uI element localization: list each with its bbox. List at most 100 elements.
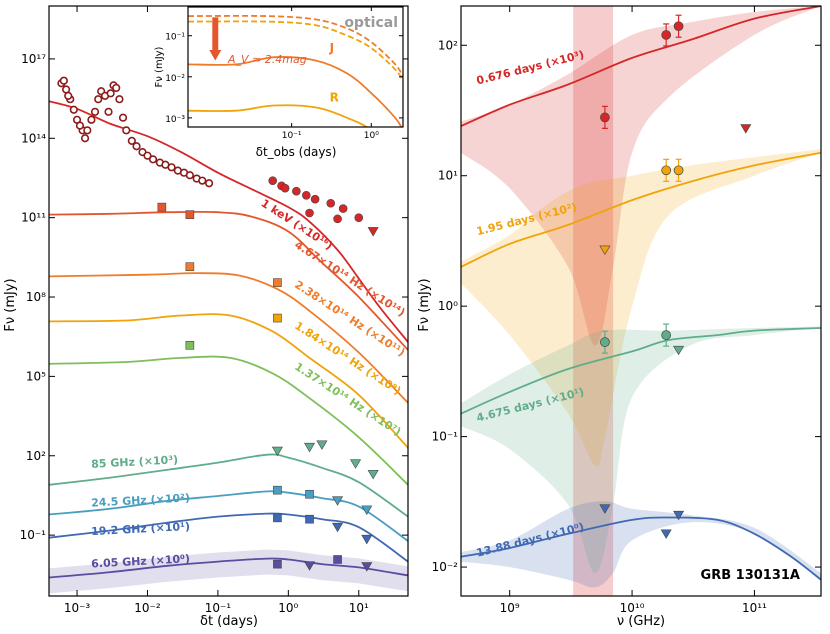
xray-flare-point xyxy=(106,89,115,98)
xray-flare-point xyxy=(198,176,207,185)
right-axes: 10⁹ 10¹⁰ 10¹¹ 10⁻² 10⁻¹ 10⁰ 10¹ 10² xyxy=(432,6,821,615)
xray-flare-point xyxy=(148,155,158,164)
spectrum-detection-point xyxy=(600,337,610,347)
xray-flare-point xyxy=(83,126,92,135)
left-y-tick-label: 10¹⁷ xyxy=(21,52,46,66)
extinction-arrow-head xyxy=(209,49,222,61)
curve-label: 6.05 GHz (×10⁰) xyxy=(91,552,190,570)
detection-square xyxy=(273,313,282,323)
left-x-tick-label: 10¹ xyxy=(349,601,369,615)
right-clipped-plot xyxy=(461,6,821,596)
upper-limit-triangle xyxy=(350,459,362,469)
upper-limit-triangle xyxy=(361,534,373,545)
spectrum-model-2 xyxy=(461,327,821,415)
band-6-05ghz xyxy=(49,549,408,594)
spectrum-model-3 xyxy=(461,516,821,581)
detection-square xyxy=(157,202,167,212)
xray-flare-point xyxy=(118,113,128,122)
left-y-tick-label: 10¹⁴ xyxy=(21,131,46,145)
xray-detection-point xyxy=(280,183,290,193)
uncertainty-band-2 xyxy=(461,326,821,573)
inset-y-tick-label: 10⁻³ xyxy=(165,115,185,125)
inset-x-tick-label: 10⁻¹ xyxy=(282,131,302,141)
right-plot-frame xyxy=(460,5,822,597)
model-curve-6 xyxy=(49,490,408,542)
spectrum-upper-limit xyxy=(673,510,685,521)
model-curve-4 xyxy=(49,355,408,486)
left-x-tick-label: 10⁻¹ xyxy=(205,601,232,615)
right-y-tick-label: 10⁻² xyxy=(432,560,459,574)
inset-extinction-label: A_V ≈ 2.4mag xyxy=(227,53,307,66)
xray-flare-point xyxy=(115,95,124,104)
upper-limit-triangle xyxy=(332,522,344,533)
curve-label: 85 GHz (×10³) xyxy=(91,453,179,471)
right-plot-area: 0.676 days (×10³)1.95 days (×10²)4.675 d… xyxy=(461,6,821,596)
spectrum-upper-limit xyxy=(599,245,611,255)
inset-unextincted-curve-1 xyxy=(188,20,403,82)
right-x-tick-label: 10⁹ xyxy=(500,601,520,615)
model-curve-0 xyxy=(49,100,408,343)
xray-flare-point xyxy=(167,163,176,172)
xray-flare-point xyxy=(104,107,113,116)
upper-limit-triangle xyxy=(271,446,283,457)
inset-background xyxy=(188,7,403,127)
xray-detection-point xyxy=(326,198,336,208)
upper-limit-triangle xyxy=(361,505,373,515)
xray-detection-point xyxy=(305,208,314,218)
detection-square xyxy=(305,514,314,524)
xray-flare-point xyxy=(185,171,194,180)
upper-limit-triangle xyxy=(367,469,379,480)
xray-detection-point xyxy=(333,214,342,224)
inset-axes: 10⁻¹ 10⁰ 10⁻³ 10⁻² 10⁻¹ xyxy=(165,7,403,141)
spectrum-upper-limit xyxy=(599,504,611,514)
right-y-axis-label: Fν (mJy) xyxy=(417,278,432,331)
xray-flare-point xyxy=(75,121,85,130)
right-y-tick-label: 10² xyxy=(438,38,458,52)
right-x-tick-label: 10¹¹ xyxy=(742,601,767,615)
upper-limit-triangle xyxy=(304,442,316,453)
spectrum-upper-limit xyxy=(660,529,672,539)
left-y-axis-label: Fν (mJy) xyxy=(3,278,18,331)
upper-limit-triangle xyxy=(332,496,344,506)
frequency-shaded-band xyxy=(573,6,614,596)
spectrum-detection-point xyxy=(673,165,684,176)
left-plot-area: 1 keV (×10¹⁶)4.67×10¹⁴ Hz (×10¹⁴)2.38×10… xyxy=(49,76,408,594)
inset-band-label: R xyxy=(330,91,339,105)
spectrum-upper-limit xyxy=(740,124,752,134)
inset-y-tick-label: 10⁻² xyxy=(165,74,185,84)
curve-label: 19.2 GHz (×10¹) xyxy=(91,520,190,538)
curve-label: 1.37×10¹⁴ Hz (×10⁷) xyxy=(292,360,403,438)
inset-y-tick-label: 10⁻¹ xyxy=(165,33,185,43)
curve-label: 24.5 GHz (×10²) xyxy=(91,491,190,509)
right-y-tick-label: 10⁻¹ xyxy=(432,430,459,444)
inset-model-curve-1 xyxy=(188,104,369,127)
left-y-tick-label: 10⁸ xyxy=(26,290,46,304)
spectrum-upper-limit xyxy=(673,345,685,356)
right-y-tick-label: 10¹ xyxy=(438,169,458,183)
xray-flare-point xyxy=(122,126,131,135)
left-y-tick-label: 10⁵ xyxy=(26,369,46,383)
xray-flare-point xyxy=(64,91,73,100)
inset-clipped-plot xyxy=(188,14,403,127)
xray-flare-point xyxy=(80,134,90,143)
xray-flare-point xyxy=(143,151,152,160)
inset-x-axis-label: δt_obs (days) xyxy=(256,145,337,159)
xray-detection-point xyxy=(292,186,301,196)
detection-square xyxy=(185,210,195,219)
left-x-axis-label: δt (days) xyxy=(200,614,258,629)
left-y-tick-label: 10⁻¹ xyxy=(20,528,47,542)
xray-flare-point xyxy=(62,85,71,94)
spectrum-detection-point xyxy=(673,21,684,32)
inset-frame xyxy=(187,6,404,128)
left-x-tick-label: 10⁻³ xyxy=(64,601,91,615)
spectrum-detection-point xyxy=(661,165,672,176)
upper-limit-triangle xyxy=(316,440,328,450)
xray-flare-point xyxy=(94,95,103,104)
upper-limit-triangle xyxy=(361,562,373,572)
spectrum-model-0 xyxy=(461,6,821,127)
right-panel-spectra: 0.676 days (×10³)1.95 days (×10²)4.675 d… xyxy=(417,5,822,629)
detection-square xyxy=(185,262,195,271)
inset-y-axis-label: Fν (mJy) xyxy=(154,46,165,87)
